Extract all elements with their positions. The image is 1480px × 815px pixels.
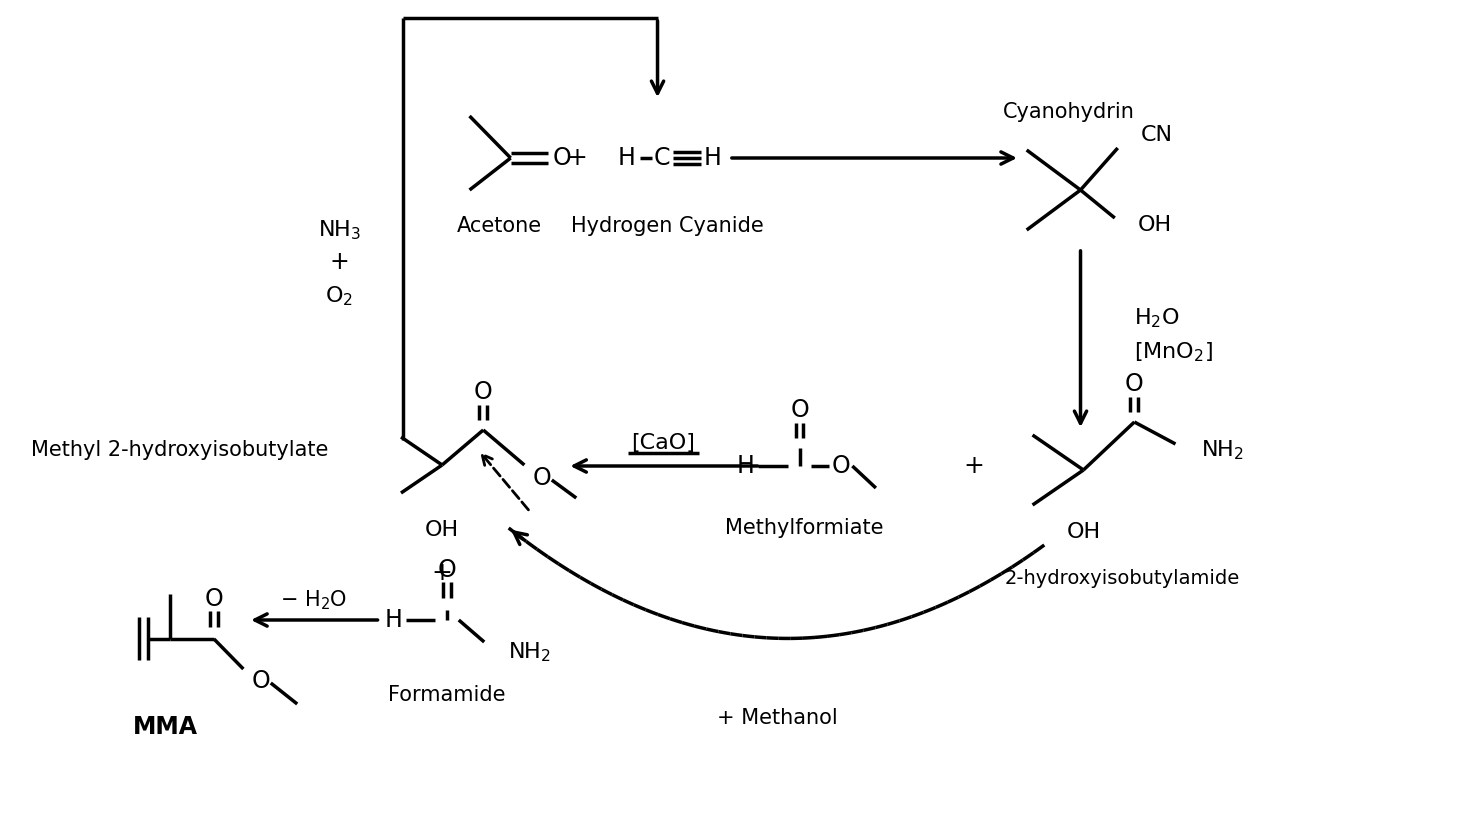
Text: +: +: [432, 561, 453, 585]
Text: Methyl 2-hydroxyisobutylate: Methyl 2-hydroxyisobutylate: [31, 440, 329, 460]
Text: CN: CN: [1141, 125, 1174, 145]
Text: O: O: [438, 558, 456, 582]
Text: +: +: [330, 250, 349, 274]
Text: O: O: [832, 454, 850, 478]
Text: H: H: [385, 608, 403, 632]
Text: NH$_2$: NH$_2$: [1200, 438, 1245, 462]
Text: O$_2$: O$_2$: [326, 284, 354, 308]
Text: Formamide: Formamide: [388, 685, 506, 705]
Text: [MnO$_2$]: [MnO$_2$]: [1134, 340, 1214, 363]
Text: O: O: [474, 380, 493, 404]
Text: O: O: [552, 146, 571, 170]
Text: OH: OH: [425, 520, 459, 540]
Text: MMA: MMA: [133, 715, 197, 739]
Text: Hydrogen Cyanide: Hydrogen Cyanide: [571, 216, 764, 236]
Text: Cyanohydrin: Cyanohydrin: [1003, 102, 1135, 122]
Text: O: O: [790, 398, 810, 422]
Text: NH$_2$: NH$_2$: [508, 641, 551, 663]
Text: [CaO]: [CaO]: [632, 433, 696, 453]
Text: H: H: [703, 146, 721, 170]
Text: $-$ H$_2$O: $-$ H$_2$O: [280, 588, 348, 612]
Text: H$_2$O: H$_2$O: [1134, 306, 1180, 330]
Text: H: H: [737, 454, 755, 478]
Text: Methylformiate: Methylformiate: [725, 518, 884, 538]
Text: OH: OH: [1137, 215, 1172, 235]
Text: H: H: [617, 146, 635, 170]
Text: O: O: [1125, 372, 1144, 396]
Text: +: +: [963, 454, 984, 478]
Text: O: O: [533, 466, 552, 490]
Text: O: O: [252, 669, 271, 693]
Text: NH$_3$: NH$_3$: [318, 218, 361, 242]
Text: 2-hydroxyisobutylamide: 2-hydroxyisobutylamide: [1005, 569, 1240, 588]
Text: O: O: [204, 587, 223, 611]
Text: +: +: [567, 146, 588, 170]
Text: + Methanol: + Methanol: [716, 708, 838, 728]
Text: C: C: [653, 146, 669, 170]
Text: Acetone: Acetone: [456, 216, 542, 236]
Text: OH: OH: [1067, 522, 1101, 542]
